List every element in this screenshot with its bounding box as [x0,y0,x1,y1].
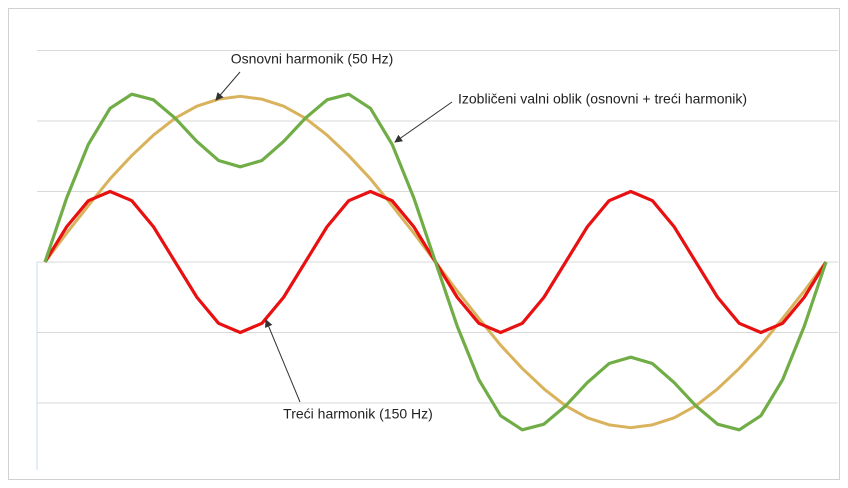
annotation-label: Osnovni harmonik (50 Hz) [231,51,394,67]
series-line [43,92,828,432]
annotation-arrow [215,71,241,101]
annotation-arrow [394,101,453,143]
annotation-arrow [264,319,301,403]
annotation-label: Treći harmonik (150 Hz) [283,406,433,422]
annotation-label: Izobličeni valni oblik (osnovni + treći … [458,91,747,107]
